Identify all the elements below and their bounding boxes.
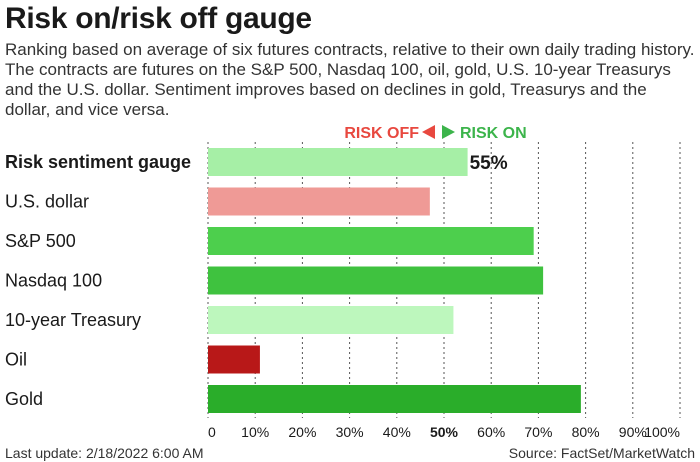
row-label: Gold xyxy=(5,389,43,409)
data-label: 55% xyxy=(470,153,508,174)
x-tick-label: 60% xyxy=(477,424,505,440)
bar xyxy=(208,345,260,374)
chart-subtitle: Ranking based on average of six futures … xyxy=(5,40,695,119)
x-tick-label: 0 xyxy=(208,424,216,440)
x-tick-label: 30% xyxy=(336,424,364,440)
last-update-note: Last update: 2/18/2022 6:00 AM xyxy=(5,445,204,461)
bar xyxy=(208,385,581,413)
bar xyxy=(208,187,430,216)
risk-on-arrow-icon xyxy=(442,125,455,139)
row-label: S&P 500 xyxy=(5,231,76,251)
bar xyxy=(208,148,468,176)
bar xyxy=(208,227,534,255)
x-tick-label: 80% xyxy=(572,424,600,440)
x-tick-label: 50% xyxy=(430,424,459,440)
x-tick-label: 70% xyxy=(524,424,552,440)
x-tick-label: 90% xyxy=(619,424,647,440)
row-label: Risk sentiment gauge xyxy=(5,152,191,172)
row-label: 10-year Treasury xyxy=(5,310,141,330)
x-tick-label: 20% xyxy=(288,424,316,440)
risk-off-arrow-icon xyxy=(422,125,435,139)
risk-off-label: RISK OFF xyxy=(344,125,419,142)
row-label: U.S. dollar xyxy=(5,192,89,212)
row-label: Nasdaq 100 xyxy=(5,271,102,291)
bar xyxy=(208,306,454,334)
x-tick-label: 100% xyxy=(644,424,680,440)
bar xyxy=(208,266,544,295)
x-tick-label: 10% xyxy=(241,424,269,440)
x-tick-label: 40% xyxy=(383,424,411,440)
source-note: Source: FactSet/MarketWatch xyxy=(508,445,695,461)
chart-title: Risk on/risk off gauge xyxy=(5,2,312,35)
risk-on-label: RISK ON xyxy=(460,125,527,142)
row-label: Oil xyxy=(5,350,27,370)
